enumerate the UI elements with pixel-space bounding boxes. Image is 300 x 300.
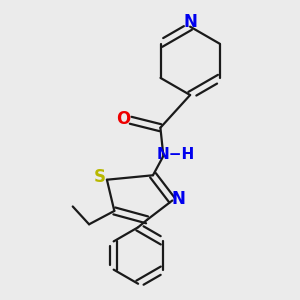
Text: N: N [183, 13, 197, 31]
Text: N−H: N−H [156, 147, 194, 162]
Text: N: N [172, 190, 186, 208]
Text: S: S [94, 168, 106, 186]
Text: O: O [116, 110, 130, 128]
